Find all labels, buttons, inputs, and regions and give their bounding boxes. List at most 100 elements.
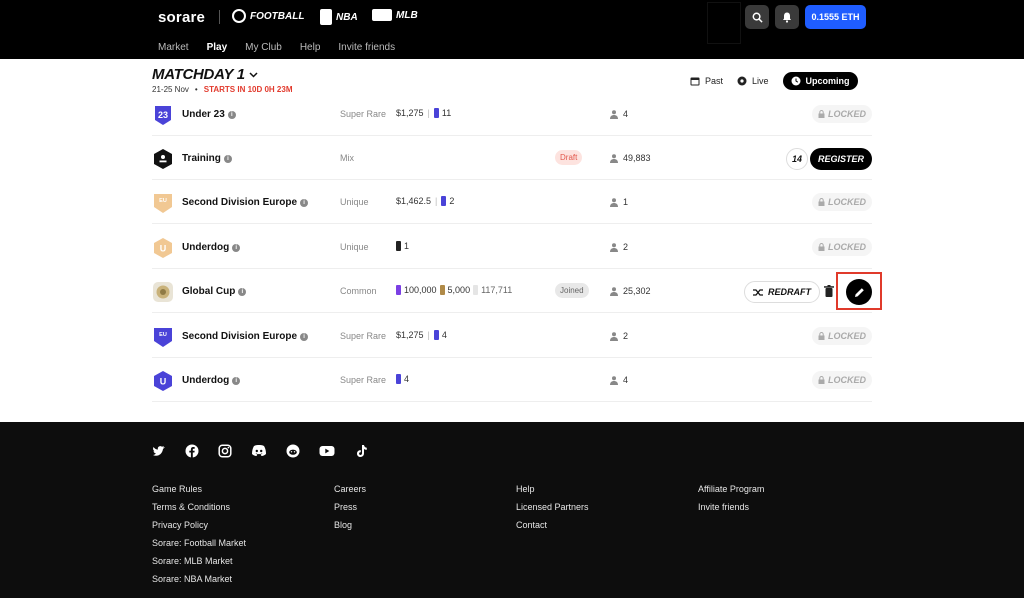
mlb-icon: [372, 9, 392, 21]
competition-prize: 100,000 5,000 117,711: [396, 285, 512, 295]
matchday-countdown: STARTS IN 10D 0H 23M: [203, 85, 293, 94]
competition-row[interactable]: U Underdog i Unique 1 2 LOCKED: [152, 225, 872, 269]
info-icon[interactable]: i: [300, 198, 309, 207]
competition-row[interactable]: Global Cup i Common 100,000 5,000 117,711…: [152, 269, 872, 313]
footer: Game Rules Terms & Conditions Privacy Po…: [0, 422, 1024, 598]
footer-link-nba-market[interactable]: Sorare: NBA Market: [152, 574, 233, 584]
tiktok-icon[interactable]: [354, 444, 368, 458]
shuffle-icon: [753, 288, 763, 296]
svg-text:U: U: [160, 377, 167, 387]
underdog-badge-icon: U: [154, 238, 172, 258]
facebook-icon[interactable]: [185, 444, 199, 458]
person-icon: [610, 331, 618, 341]
trash-icon[interactable]: [824, 285, 834, 297]
nav-play[interactable]: Play: [206, 42, 228, 53]
competition-name: Second Division Europe: [182, 197, 298, 208]
competition-rarity: Common: [340, 286, 377, 296]
footer-link-careers[interactable]: Careers: [334, 484, 367, 494]
nav-my-club[interactable]: My Club: [245, 42, 282, 53]
sorare-logo[interactable]: sorare: [158, 9, 206, 26]
svg-text:U: U: [160, 244, 167, 254]
time-filters: Past Live Upcoming: [690, 72, 858, 90]
competition-row[interactable]: U Underdog i Super Rare 4 4 LOCKED: [152, 358, 872, 402]
competition-row[interactable]: Training i Mix Draft 49,883 14 REGISTER: [152, 136, 872, 180]
filter-upcoming[interactable]: Upcoming: [782, 72, 858, 90]
info-icon[interactable]: i: [238, 287, 247, 296]
matchday-selector[interactable]: MATCHDAY 1: [152, 66, 258, 83]
footer-link-affiliate[interactable]: Affiliate Program: [698, 484, 765, 494]
coin-icon: [396, 285, 401, 295]
participant-count: 4: [610, 375, 628, 385]
soccer-ball-icon: [737, 76, 747, 86]
participant-count: 4: [610, 109, 628, 119]
redraft-button[interactable]: REDRAFT: [744, 281, 820, 303]
locked-status: LOCKED: [812, 327, 872, 345]
sport-nba[interactable]: NBA: [320, 9, 358, 25]
footer-column-3: Help Licensed Partners Contact: [516, 484, 589, 530]
competition-row[interactable]: 23 Under 23 i Super Rare $1,275 | 11 4 LOCK…: [152, 92, 872, 136]
nav-market[interactable]: Market: [158, 42, 189, 53]
footer-column-4: Affiliate Program Invite friends: [698, 484, 764, 512]
notifications-button[interactable]: [775, 5, 799, 29]
sport-mlb[interactable]: MLB: [372, 9, 418, 21]
competition-prize: $1,275 | 11: [396, 108, 452, 118]
instagram-icon[interactable]: [218, 444, 232, 458]
footer-link-mlb-market[interactable]: Sorare: MLB Market: [152, 556, 233, 566]
footer-link-blog[interactable]: Blog: [334, 520, 353, 530]
nav-invite-friends[interactable]: Invite friends: [338, 42, 396, 53]
lock-icon: [818, 110, 825, 118]
bell-icon: [783, 12, 791, 23]
participant-count: 1: [610, 197, 628, 207]
sport-football[interactable]: FOOTBALL: [232, 9, 304, 23]
lock-icon: [818, 332, 825, 340]
info-icon[interactable]: i: [232, 376, 241, 385]
footer-link-help[interactable]: Help: [516, 484, 535, 494]
edit-lineup-button[interactable]: [846, 279, 872, 305]
footer-link-licensed-partners[interactable]: Licensed Partners: [516, 502, 589, 512]
competition-name: Training: [182, 153, 221, 164]
reddit-icon[interactable]: [286, 444, 300, 458]
competition-name: Underdog: [182, 242, 230, 253]
under-23-badge-icon: 23: [155, 106, 171, 125]
footer-link-press[interactable]: Press: [334, 502, 358, 512]
super-rare-card-icon: [396, 374, 401, 384]
footer-link-invite-friends[interactable]: Invite friends: [698, 502, 750, 512]
info-icon[interactable]: i: [227, 110, 236, 119]
participant-count: 25,302: [610, 286, 651, 296]
register-button[interactable]: REGISTER: [809, 148, 872, 170]
gold-card-icon: [439, 285, 445, 295]
super-rare-card-icon: [433, 108, 439, 118]
second-division-europe-badge-icon: EU: [154, 194, 172, 213]
info-icon[interactable]: i: [223, 154, 232, 163]
competition-name: Global Cup: [182, 286, 236, 297]
footer-link-football-market[interactable]: Sorare: Football Market: [152, 538, 247, 548]
competition-rarity: Unique: [340, 197, 369, 207]
discord-icon[interactable]: [251, 444, 267, 458]
svg-text:EU: EU: [159, 332, 167, 338]
filter-live[interactable]: Live: [737, 76, 769, 86]
footer-link-contact[interactable]: Contact: [516, 520, 548, 530]
wallet-balance-button[interactable]: 0.1555 ETH: [805, 5, 866, 29]
competition-row[interactable]: EU Second Division Europe i Super Rare $1…: [152, 314, 872, 358]
footer-link-terms[interactable]: Terms & Conditions: [152, 502, 231, 512]
footer-link-privacy[interactable]: Privacy Policy: [152, 520, 209, 530]
youtube-icon[interactable]: [319, 444, 335, 458]
search-button[interactable]: [745, 5, 769, 29]
matchday-dates: 21-25 Nov: [152, 85, 189, 94]
filter-past[interactable]: Past: [690, 76, 723, 86]
info-icon[interactable]: i: [300, 332, 309, 341]
competition-row[interactable]: EU Second Division Europe i Unique $1,462…: [152, 180, 872, 224]
main-nav: Market Play My Club Help Invite friends: [158, 42, 395, 53]
person-icon: [610, 197, 618, 207]
info-icon[interactable]: i: [232, 243, 241, 252]
twitter-icon[interactable]: [152, 444, 166, 458]
entry-count-badge: 14: [786, 148, 808, 170]
search-icon: [752, 12, 763, 23]
nav-help[interactable]: Help: [299, 42, 321, 53]
competition-rarity: Super Rare: [340, 331, 387, 341]
edit-button-highlight: [836, 272, 882, 310]
footer-link-game-rules[interactable]: Game Rules: [152, 484, 203, 494]
underdog-badge-icon: U: [154, 371, 172, 391]
pencil-icon: [854, 287, 864, 297]
locked-status: LOCKED: [812, 238, 872, 256]
